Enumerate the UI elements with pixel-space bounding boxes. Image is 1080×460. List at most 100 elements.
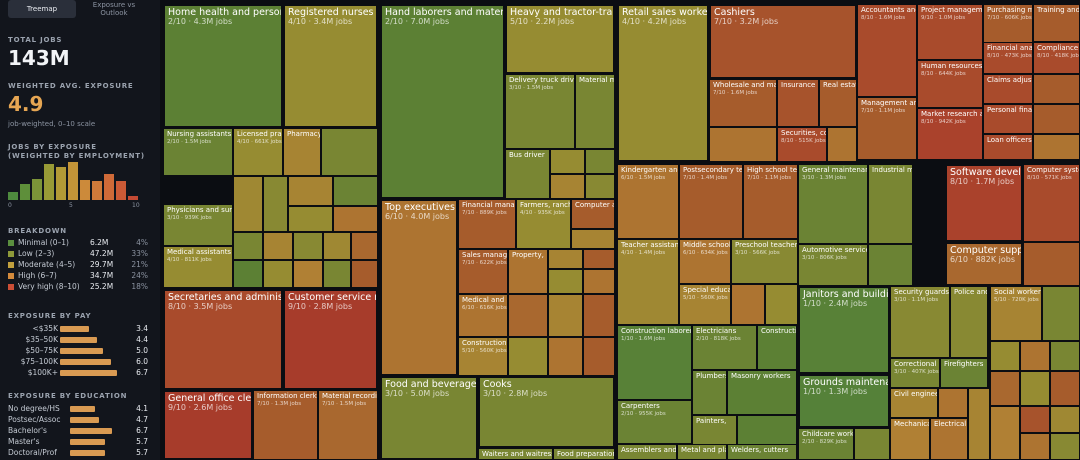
occupation-tile[interactable]: Civil engineers [890,388,938,418]
occupation-tile[interactable] [583,337,615,376]
occupation-tile[interactable] [968,388,990,460]
occupation-tile[interactable]: Property, [508,249,548,294]
occupation-tile[interactable]: Construction 5/10 · 560K jobs [458,337,508,376]
occupation-tile[interactable]: Securities, commodities8/10 · 515K jobs [777,127,827,162]
occupation-tile[interactable] [1042,286,1080,341]
occupation-tile[interactable]: Childcare workers2/10 · 829K jobs [798,428,854,460]
occupation-tile[interactable]: Security guards 3/10 · 1.1M jobs [890,286,950,358]
tab-treemap[interactable]: Treemap [8,0,76,18]
occupation-tile[interactable]: Kindergarten and elementary6/10 · 1.5M j… [617,164,679,239]
occupation-tile[interactable] [571,229,615,249]
occupation-tile[interactable] [1050,433,1080,460]
occupation-tile[interactable]: Medical and 6/10 · 616K jobs [458,294,508,337]
occupation-tile[interactable] [737,415,797,445]
occupation-tile[interactable]: Construction [757,325,797,370]
occupation-tile[interactable]: Medical assistants 4/10 · 811K jobs [163,246,233,288]
occupation-tile[interactable]: Painters, [692,415,737,445]
occupation-tile[interactable]: Pharmacy [283,128,321,176]
occupation-tile[interactable]: Insurance [777,79,819,127]
occupation-tile[interactable]: Material m [575,74,615,149]
occupation-tile[interactable] [263,232,293,260]
occupation-tile[interactable] [827,127,857,162]
occupation-tile[interactable]: Nursing assistants 2/10 · 1.5M jobs [163,128,233,176]
occupation-tile[interactable] [550,174,585,199]
occupation-tile[interactable] [288,206,333,232]
occupation-tile[interactable] [293,260,323,288]
occupation-tile[interactable]: Human resources 8/10 · 644K jobs [917,60,983,108]
occupation-tile[interactable]: Assemblers and fabricators [617,444,677,460]
occupation-tile[interactable] [333,176,378,206]
occupation-tile[interactable]: Personal financial [983,104,1033,134]
occupation-tile[interactable]: Wholesale and manufacturing7/10 · 1.6M j… [709,79,777,127]
occupation-tile[interactable]: Cooks 3/10 · 2.8M jobs [478,376,615,448]
occupation-tile[interactable]: Police and [950,286,988,358]
occupation-tile[interactable] [233,176,263,232]
occupation-tile[interactable]: Real estate [819,79,857,127]
occupation-tile[interactable] [1033,134,1080,160]
occupation-tile[interactable]: General maintenance3/10 · 1.3M jobs [798,164,868,244]
occupation-tile[interactable]: Home health and personal care aides2/10 … [163,4,283,128]
occupation-tile[interactable]: Food preparation [553,448,615,460]
occupation-tile[interactable]: Janitors and building cleaners1/10 · 2.4… [798,286,890,374]
occupation-tile[interactable]: Compliance 8/10 · 418K jobs [1033,42,1080,74]
occupation-tile[interactable] [1020,433,1050,460]
occupation-tile[interactable]: Software developers8/10 · 1.7M jobs [945,164,1023,242]
occupation-tile[interactable] [548,294,583,337]
occupation-tile[interactable] [508,337,548,376]
occupation-tile[interactable]: Secretaries and administrative assistant… [163,289,283,390]
occupation-tile[interactable]: Cashiers 7/10 · 3.2M jobs [709,4,857,79]
occupation-tile[interactable] [263,260,293,288]
occupation-tile[interactable]: Carpenters 2/10 · 955K jobs [617,400,692,444]
occupation-tile[interactable] [583,249,615,269]
tab-exposure-vs-outlook[interactable]: Exposure vs Outlook [92,1,136,17]
occupation-tile[interactable]: Claims adjusters [983,74,1033,104]
occupation-tile[interactable]: Physicians and surgeons3/10 · 939K jobs [163,204,233,246]
occupation-tile[interactable] [351,232,378,260]
occupation-tile[interactable] [548,249,583,269]
occupation-tile[interactable] [585,174,615,199]
occupation-tile[interactable]: Farmers, ranchers4/10 · 935K jobs [516,199,571,249]
occupation-tile[interactable]: Electricians 2/10 · 818K jobs [692,325,757,370]
occupation-tile[interactable] [709,127,777,162]
occupation-tile[interactable] [548,337,583,376]
occupation-tile[interactable]: Waiters and waitresses [478,448,553,460]
occupation-tile[interactable]: High school teachers7/10 · 1.1M jobs [743,164,798,239]
occupation-tile[interactable] [1050,406,1080,433]
occupation-tile[interactable]: Bus driver [505,149,550,199]
occupation-tile[interactable]: Postsecondary teachers7/10 · 1.4M jobs [679,164,743,239]
occupation-tile[interactable]: Industrial m [868,164,913,244]
occupation-tile[interactable] [508,294,548,337]
occupation-tile[interactable]: Correctional 3/10 · 407K jobs [890,358,940,388]
occupation-tile[interactable]: Information clerks 7/10 · 1.3M jobs [253,390,318,460]
occupation-tile[interactable]: Construction laborers 1/10 · 1.6M jobs [617,325,692,400]
occupation-tile[interactable]: General office clerks9/10 · 2.6M jobs [163,390,253,460]
occupation-tile[interactable] [1033,74,1080,104]
occupation-tile[interactable]: Grounds maintenance1/10 · 1.3M jobs [798,374,890,428]
occupation-tile[interactable]: Training and [1033,4,1080,42]
occupation-tile[interactable] [323,260,351,288]
occupation-tile[interactable]: Automotive service 3/10 · 806K jobs [798,244,868,286]
occupation-tile[interactable] [938,388,968,418]
occupation-tile[interactable]: Food and beverage serving workers3/10 · … [380,376,478,460]
occupation-tile[interactable] [583,294,615,337]
occupation-tile[interactable]: Firefighters [940,358,988,388]
occupation-tile[interactable]: Hand laborers and material movers2/10 · … [380,4,505,199]
occupation-tile[interactable]: Computer systems8/10 · 571K jobs [1023,164,1080,242]
occupation-tile[interactable] [1033,104,1080,134]
occupation-tile[interactable]: Welders, cutters [727,444,797,460]
occupation-tile[interactable]: Computer support6/10 · 882K jobs [945,242,1023,286]
occupation-tile[interactable]: Electrical [930,418,968,460]
occupation-tile[interactable] [263,176,288,232]
occupation-tile[interactable] [990,406,1020,460]
occupation-tile[interactable]: Plumbers, [692,370,727,415]
occupation-tile[interactable]: Mechanical [890,418,930,460]
occupation-tile[interactable] [1050,371,1080,406]
occupation-tile[interactable] [1050,341,1080,371]
occupation-tile[interactable]: Material recording7/10 · 1.5M jobs [318,390,378,460]
occupation-tile[interactable]: Preschool teachers 3/10 · 566K jobs [731,239,798,284]
occupation-tile[interactable]: Accountants and auditors8/10 · 1.6M jobs [857,4,917,97]
occupation-tile[interactable] [1023,242,1080,286]
occupation-tile[interactable]: Customer service representatives9/10 · 2… [283,289,378,390]
occupation-tile[interactable] [990,371,1020,406]
